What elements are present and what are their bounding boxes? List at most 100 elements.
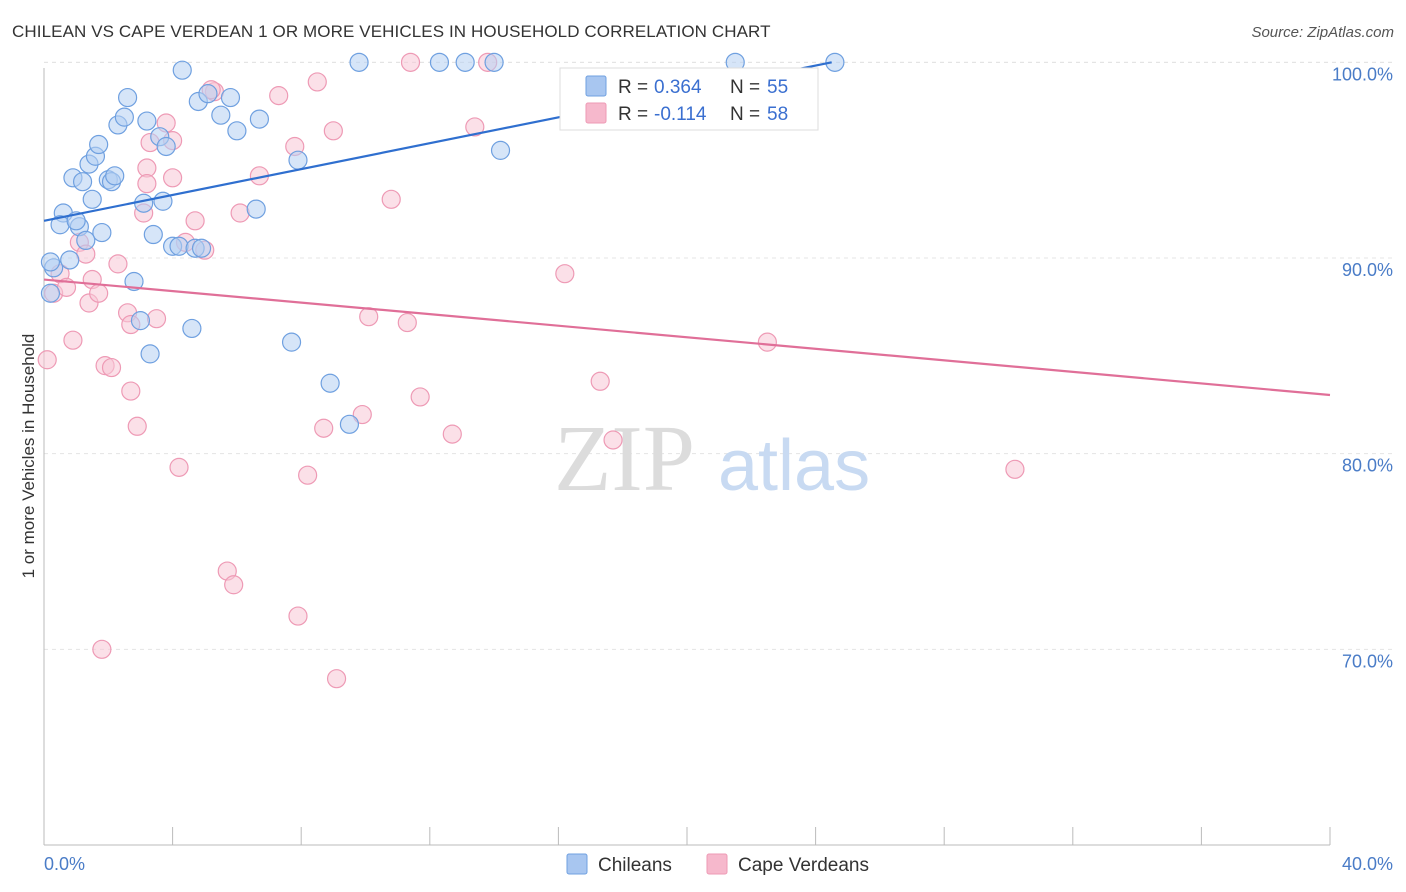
chilean-point (198, 84, 218, 104)
chilean-point (143, 224, 163, 245)
chilean-point (140, 344, 160, 364)
cape-verdean-point (410, 387, 430, 407)
grid (44, 61, 1392, 650)
chilean-point (249, 109, 270, 129)
series-legend: Chileans Cape Verdeans (566, 853, 869, 876)
legend-r-value-chileans: 0.364 (654, 77, 702, 98)
cape-verdean-point (326, 669, 347, 689)
stats-legend: R = 0.364 N = 55 R = -0.114 N = 58 (559, 67, 819, 131)
chilean-point (191, 238, 212, 258)
cape-verdean-point (269, 86, 289, 106)
chilean-point (92, 222, 112, 243)
cape-verdean-point (590, 371, 610, 391)
cape-verdean-point (89, 283, 109, 303)
chilean-point (60, 250, 80, 270)
chilean-point (40, 252, 61, 272)
bottom-legend-swatch-chileans (566, 853, 588, 875)
cape-verdean-point (37, 350, 57, 370)
chilean-point (40, 283, 61, 303)
cape-verdean-point (169, 457, 189, 477)
watermark-zip: ZIP (554, 407, 695, 511)
cape-verdean-point (400, 52, 421, 72)
y-tick-label: 70.0% (1342, 651, 1393, 671)
cape-verdean-point (185, 211, 205, 231)
chilean-point (134, 193, 154, 213)
chilean-point (484, 52, 504, 72)
chilean-point (169, 236, 189, 256)
chilean-point (137, 111, 157, 131)
y-tick-labels: 70.0% 80.0% 90.0% 100.0% (1332, 64, 1393, 671)
legend-n-label: N = (730, 104, 760, 125)
cape-verdean-point (224, 575, 244, 595)
chilean-point (320, 373, 340, 393)
cape-verdean-point (757, 332, 777, 352)
legend-n-label: N = (730, 77, 760, 98)
chilean-point (182, 318, 202, 339)
watermark-atlas: atlas (718, 426, 870, 506)
cape-verdean-point (121, 381, 141, 401)
cape-verdean-point (163, 168, 183, 188)
chart-title: CHILEAN VS CAPE VERDEAN 1 OR MORE VEHICL… (12, 22, 771, 41)
chilean-point (130, 311, 151, 331)
cape-verdean-point (137, 174, 157, 194)
cape-verdean-point (352, 404, 372, 425)
chilean-point (227, 121, 247, 141)
chilean-point (114, 107, 134, 127)
cape-verdean-point (108, 254, 128, 274)
legend-n-value-chileans: 55 (767, 77, 788, 98)
y-tick-label: 90.0% (1342, 260, 1393, 280)
cape-verdean-point (603, 430, 623, 450)
chilean-point (490, 140, 511, 160)
chilean-point (246, 199, 266, 219)
legend-r-label: R = (618, 77, 648, 98)
cape-verdean-points (37, 52, 1025, 689)
legend-n-value-cape-verdeans: 58 (767, 104, 788, 125)
chilean-point (156, 136, 176, 157)
x-tick-labels: 0.0% 40.0% (43, 827, 1393, 874)
cape-verdean-point (298, 465, 318, 485)
y-tick-label: 100.0% (1332, 64, 1393, 84)
cape-verdean-point (381, 189, 401, 209)
bottom-legend-chileans: Chileans (598, 855, 672, 876)
cape-verdean-point (288, 606, 308, 626)
chilean-point (349, 52, 369, 72)
chilean-point (172, 60, 192, 80)
legend-r-label: R = (618, 104, 648, 125)
y-axis-label: 1 or more Vehicles in Household (19, 334, 38, 579)
cape-verdean-point (101, 357, 122, 378)
source-label: Source: ZipAtlas.com (1251, 24, 1394, 41)
chilean-point (124, 271, 144, 292)
chilean-point (220, 87, 241, 108)
cape-verdean-point (442, 424, 462, 444)
cape-verdean-point (314, 418, 334, 438)
chilean-point (288, 150, 308, 170)
cape-verdean-point (555, 264, 575, 284)
chilean-point (825, 52, 845, 72)
chilean-point (211, 105, 231, 125)
chilean-point (76, 230, 96, 251)
cape-verdean-point (92, 639, 112, 659)
legend-r-value-cape-verdeans: -0.114 (654, 104, 707, 125)
cape-verdean-point (397, 312, 417, 333)
chilean-point (89, 134, 109, 155)
chilean-point (105, 166, 125, 186)
y-tick-label: 80.0% (1342, 456, 1393, 476)
chilean-point (455, 52, 475, 72)
cape-verdean-point (230, 203, 250, 223)
cape-verdean-trend-line (43, 278, 1331, 397)
bottom-legend-swatch-cape-verdeans (706, 853, 728, 875)
cape-verdean-point (63, 330, 83, 350)
legend-swatch-cape-verdeans (585, 102, 607, 124)
x-tick-label: 40.0% (1342, 854, 1393, 874)
bottom-legend-cape-verdeans: Cape Verdeans (738, 855, 869, 876)
chilean-point (117, 87, 138, 108)
watermark: ZIP atlas (554, 407, 870, 511)
x-tick-label: 0.0% (44, 854, 85, 874)
cape-verdean-point (146, 309, 167, 329)
cape-verdean-point (307, 72, 327, 92)
cape-verdean-point (323, 121, 343, 141)
chilean-point (339, 414, 360, 434)
chilean-point (72, 172, 93, 192)
chilean-point (429, 52, 450, 72)
